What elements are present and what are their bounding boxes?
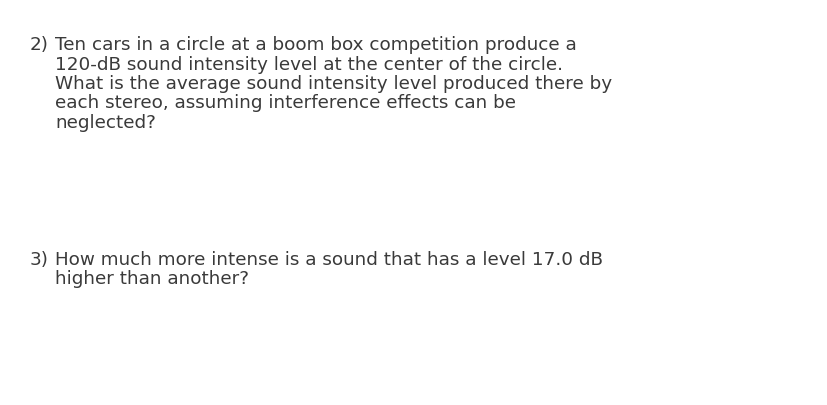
- Text: 120-dB sound intensity level at the center of the circle.: 120-dB sound intensity level at the cent…: [55, 55, 562, 73]
- Text: higher than another?: higher than another?: [55, 270, 249, 288]
- Text: 2): 2): [30, 36, 49, 54]
- Text: neglected?: neglected?: [55, 114, 155, 132]
- Text: How much more intense is a sound that has a level 17.0 dB: How much more intense is a sound that ha…: [55, 250, 602, 269]
- Text: What is the average sound intensity level produced there by: What is the average sound intensity leve…: [55, 75, 611, 93]
- Text: 3): 3): [30, 250, 49, 269]
- Text: Ten cars in a circle at a boom box competition produce a: Ten cars in a circle at a boom box compe…: [55, 36, 576, 54]
- Text: each stereo, assuming interference effects can be: each stereo, assuming interference effec…: [55, 94, 515, 112]
